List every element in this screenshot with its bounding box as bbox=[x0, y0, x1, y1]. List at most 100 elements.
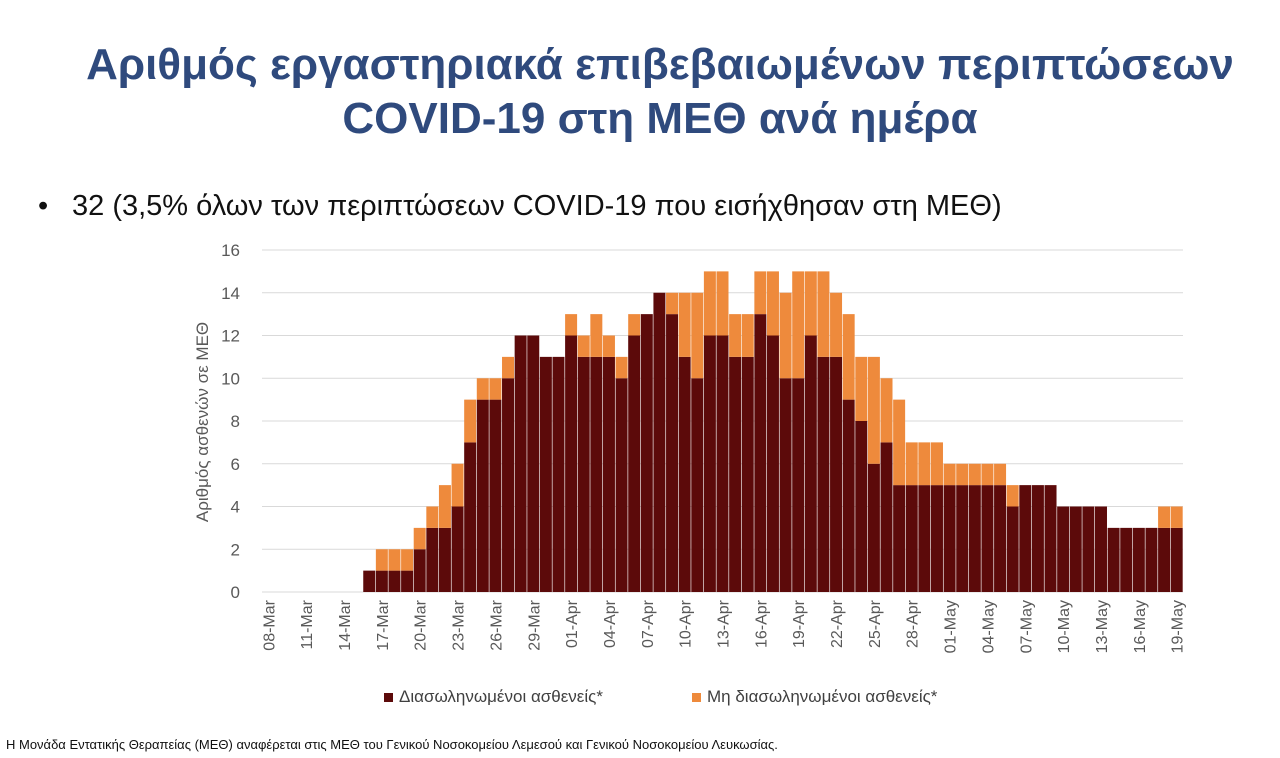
bar-discharged bbox=[880, 442, 893, 592]
title-line-1: Αριθμός εργαστηριακά επιβεβαιωμένων περι… bbox=[86, 40, 1234, 89]
x-tick-label: 01-May bbox=[943, 600, 960, 653]
legend-label-discharged: Διασωληνωμένοι ασθενείς* bbox=[399, 687, 603, 706]
bar-discharged bbox=[489, 399, 502, 592]
x-tick-label: 13-May bbox=[1094, 600, 1111, 653]
bullet-point: • 32 (3,5% όλων των περιπτώσεων COVID-19 … bbox=[38, 190, 1002, 223]
bar-discharged bbox=[1044, 485, 1057, 592]
bar-discharged bbox=[1107, 527, 1120, 592]
bar-discharged bbox=[741, 356, 754, 592]
bar-not-discharged bbox=[388, 549, 401, 571]
bar-not-discharged bbox=[943, 463, 956, 486]
bar-discharged bbox=[1069, 506, 1082, 592]
bar-discharged bbox=[666, 314, 679, 592]
bar-discharged bbox=[363, 570, 376, 592]
x-tick-label: 04-Apr bbox=[602, 599, 619, 648]
bar-discharged bbox=[1082, 506, 1095, 592]
bar-discharged bbox=[703, 335, 716, 592]
bar-not-discharged bbox=[577, 335, 590, 357]
y-axis-label: Αριθμός ασθενών σε ΜΕΘ bbox=[193, 322, 212, 522]
bar-not-discharged bbox=[489, 378, 502, 400]
x-tick-label: 07-Apr bbox=[640, 599, 657, 648]
x-tick-label: 23-Mar bbox=[451, 599, 468, 650]
bar-not-discharged bbox=[981, 463, 994, 486]
bar-not-discharged bbox=[994, 463, 1007, 486]
legend-swatch-not-discharged bbox=[692, 693, 701, 702]
bar-not-discharged bbox=[666, 292, 679, 315]
y-tick-label: 12 bbox=[221, 327, 240, 346]
bar-not-discharged bbox=[754, 271, 767, 315]
bar-discharged bbox=[1019, 485, 1032, 592]
bar-discharged bbox=[804, 335, 817, 592]
bar-not-discharged bbox=[741, 314, 754, 357]
bar-not-discharged bbox=[830, 292, 843, 357]
bar-discharged bbox=[615, 378, 628, 592]
bar-discharged bbox=[678, 356, 691, 592]
bar-discharged bbox=[539, 356, 552, 592]
bar-discharged bbox=[1057, 506, 1070, 592]
bar-discharged bbox=[628, 335, 641, 592]
bar-discharged bbox=[716, 335, 729, 592]
x-tick-label: 16-Apr bbox=[753, 599, 770, 648]
y-tick-label: 10 bbox=[221, 369, 240, 388]
bar-not-discharged bbox=[602, 335, 615, 357]
y-tick-label: 14 bbox=[221, 284, 240, 303]
x-tick-label: 10-Apr bbox=[678, 599, 695, 648]
x-tick-label: 17-Mar bbox=[375, 599, 392, 650]
bar-discharged bbox=[426, 527, 439, 592]
bar-not-discharged bbox=[413, 527, 426, 550]
bar-discharged bbox=[754, 314, 767, 592]
bar-discharged bbox=[968, 485, 981, 592]
bar-discharged bbox=[893, 485, 906, 592]
bar-discharged bbox=[577, 356, 590, 592]
bar-not-discharged bbox=[464, 399, 477, 443]
y-axis-ticks: 0 2 4 6 8 10 12 14 16 bbox=[221, 241, 240, 602]
bar-not-discharged bbox=[905, 442, 918, 486]
legend: Διασωληνωμένοι ασθενείς* Μη διασωληνωμέν… bbox=[384, 687, 938, 706]
bar-discharged bbox=[981, 485, 994, 592]
bar-discharged bbox=[464, 442, 477, 592]
bar-discharged bbox=[905, 485, 918, 592]
x-tick-label: 14-Mar bbox=[337, 599, 354, 650]
slide-title: Αριθμός εργαστηριακά επιβεβαιωμένων περι… bbox=[40, 38, 1280, 146]
legend-swatch-discharged bbox=[384, 693, 393, 702]
bar-discharged bbox=[994, 485, 1007, 592]
footnote: Η Μονάδα Εντατικής Θεραπείας (ΜΕΘ) αναφέ… bbox=[6, 737, 778, 752]
bullet-dot-icon: • bbox=[38, 190, 49, 222]
bar-discharged bbox=[956, 485, 969, 592]
bar-discharged bbox=[943, 485, 956, 592]
bullet-text: 32 (3,5% όλων των περιπτώσεων COVID-19 π… bbox=[72, 190, 1002, 222]
bar-not-discharged bbox=[1006, 485, 1019, 507]
bar-discharged bbox=[602, 356, 615, 592]
bar-discharged bbox=[779, 378, 792, 592]
bar-discharged bbox=[1158, 527, 1171, 592]
bar-not-discharged bbox=[893, 399, 906, 486]
title-line-2: COVID-19 στη ΜΕΘ ανά ημέρα bbox=[342, 94, 978, 143]
bar-not-discharged bbox=[426, 506, 439, 528]
bar-discharged bbox=[691, 378, 704, 592]
y-tick-label: 4 bbox=[231, 498, 240, 517]
bar-not-discharged bbox=[867, 356, 880, 464]
bar-discharged bbox=[451, 506, 464, 592]
bars bbox=[363, 271, 1183, 592]
x-tick-label: 19-Apr bbox=[791, 599, 808, 648]
bar-discharged bbox=[640, 314, 653, 592]
x-tick-label: 04-May bbox=[980, 600, 997, 653]
x-tick-label: 13-Apr bbox=[716, 599, 733, 648]
icu-cases-chart: 0 2 4 6 8 10 12 14 16 08-Mar 11-Mar 14-Mar 17-Mar 20… bbox=[193, 241, 1187, 706]
bar-not-discharged bbox=[918, 442, 931, 486]
bar-discharged bbox=[729, 356, 742, 592]
bar-discharged bbox=[552, 356, 565, 592]
bar-discharged bbox=[1006, 506, 1019, 592]
bar-not-discharged bbox=[968, 463, 981, 486]
bar-not-discharged bbox=[880, 378, 893, 443]
y-tick-label: 8 bbox=[231, 412, 240, 431]
bar-not-discharged bbox=[930, 442, 943, 486]
bar-not-discharged bbox=[565, 314, 578, 336]
bar-discharged bbox=[375, 570, 388, 592]
x-tick-label: 22-Apr bbox=[829, 599, 846, 648]
bar-not-discharged bbox=[1170, 506, 1183, 528]
bar-discharged bbox=[401, 570, 414, 592]
bar-not-discharged bbox=[476, 378, 489, 400]
bar-not-discharged bbox=[1158, 506, 1171, 528]
bar-not-discharged bbox=[817, 271, 830, 357]
